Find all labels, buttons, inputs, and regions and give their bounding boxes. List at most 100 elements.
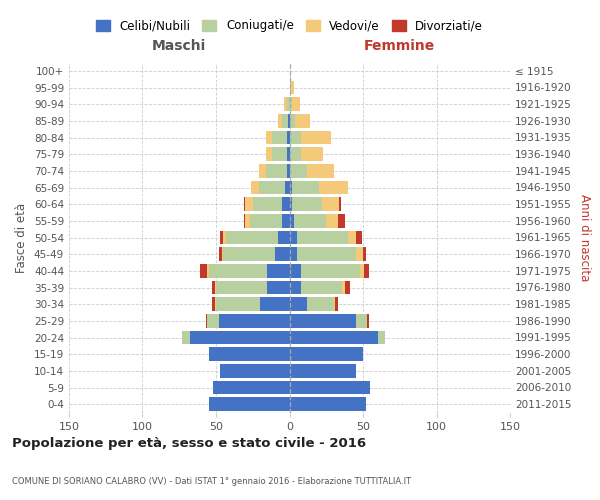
- Bar: [290, 364, 356, 378]
- Bar: [212, 280, 215, 294]
- Bar: [343, 280, 346, 294]
- Bar: [223, 230, 226, 244]
- Bar: [338, 214, 346, 228]
- Bar: [294, 214, 326, 228]
- Bar: [290, 280, 301, 294]
- Bar: [215, 298, 216, 311]
- Bar: [292, 198, 322, 211]
- Bar: [292, 98, 300, 111]
- Bar: [292, 180, 319, 194]
- Bar: [206, 314, 207, 328]
- Bar: [297, 230, 348, 244]
- Bar: [340, 198, 341, 211]
- Bar: [287, 130, 290, 144]
- Bar: [319, 180, 348, 194]
- Bar: [326, 214, 338, 228]
- Bar: [244, 214, 245, 228]
- Y-axis label: Anni di nascita: Anni di nascita: [578, 194, 591, 281]
- Bar: [268, 280, 290, 294]
- Bar: [307, 298, 334, 311]
- Bar: [290, 148, 301, 161]
- Bar: [290, 330, 378, 344]
- Bar: [259, 164, 266, 177]
- Bar: [212, 298, 215, 311]
- Bar: [287, 164, 290, 177]
- Bar: [287, 98, 290, 111]
- Bar: [301, 264, 360, 278]
- Text: COMUNE DI SORIANO CALABRO (VV) - Dati ISTAT 1° gennaio 2016 - Elaborazione TUTTI: COMUNE DI SORIANO CALABRO (VV) - Dati IS…: [12, 477, 411, 486]
- Bar: [356, 230, 362, 244]
- Bar: [259, 180, 285, 194]
- Bar: [266, 164, 287, 177]
- Bar: [322, 198, 340, 211]
- Bar: [363, 248, 366, 261]
- Bar: [290, 380, 370, 394]
- Text: Femmine: Femmine: [364, 38, 436, 52]
- Bar: [290, 214, 294, 228]
- Bar: [284, 98, 287, 111]
- Bar: [290, 98, 292, 111]
- Bar: [290, 230, 297, 244]
- Bar: [356, 248, 363, 261]
- Bar: [282, 198, 290, 211]
- Bar: [272, 148, 287, 161]
- Legend: Celibi/Nubili, Coniugati/e, Vedovi/e, Divorziati/e: Celibi/Nubili, Coniugati/e, Vedovi/e, Di…: [92, 16, 487, 36]
- Bar: [266, 130, 272, 144]
- Bar: [200, 264, 207, 278]
- Bar: [250, 214, 282, 228]
- Bar: [290, 180, 292, 194]
- Bar: [209, 264, 268, 278]
- Bar: [272, 130, 287, 144]
- Bar: [364, 264, 369, 278]
- Bar: [226, 230, 278, 244]
- Bar: [348, 230, 356, 244]
- Bar: [244, 198, 245, 211]
- Bar: [356, 314, 367, 328]
- Bar: [290, 264, 301, 278]
- Bar: [290, 164, 307, 177]
- Bar: [287, 148, 290, 161]
- Bar: [223, 248, 275, 261]
- Bar: [245, 214, 250, 228]
- Bar: [220, 364, 290, 378]
- Bar: [290, 80, 291, 94]
- Bar: [378, 330, 385, 344]
- Bar: [290, 298, 307, 311]
- Bar: [288, 114, 290, 128]
- Bar: [295, 114, 310, 128]
- Bar: [219, 314, 290, 328]
- Text: Popolazione per età, sesso e stato civile - 2016: Popolazione per età, sesso e stato civil…: [12, 438, 366, 450]
- Bar: [222, 248, 223, 261]
- Bar: [190, 330, 290, 344]
- Bar: [291, 80, 294, 94]
- Bar: [334, 298, 335, 311]
- Bar: [182, 330, 190, 344]
- Bar: [290, 114, 295, 128]
- Bar: [282, 214, 290, 228]
- Bar: [216, 280, 268, 294]
- Bar: [251, 180, 259, 194]
- Bar: [290, 348, 363, 361]
- Bar: [268, 264, 290, 278]
- Bar: [307, 164, 334, 177]
- Bar: [278, 230, 290, 244]
- Bar: [301, 148, 323, 161]
- Bar: [245, 198, 253, 211]
- Bar: [290, 248, 297, 261]
- Bar: [209, 398, 290, 411]
- Bar: [290, 198, 292, 211]
- Bar: [266, 148, 272, 161]
- Bar: [260, 298, 290, 311]
- Text: Maschi: Maschi: [152, 38, 206, 52]
- Bar: [290, 398, 366, 411]
- Bar: [301, 280, 343, 294]
- Bar: [216, 298, 260, 311]
- Bar: [213, 380, 290, 394]
- Bar: [285, 180, 290, 194]
- Bar: [346, 280, 350, 294]
- Bar: [278, 114, 282, 128]
- Bar: [207, 314, 219, 328]
- Bar: [219, 248, 222, 261]
- Bar: [215, 280, 216, 294]
- Bar: [282, 114, 288, 128]
